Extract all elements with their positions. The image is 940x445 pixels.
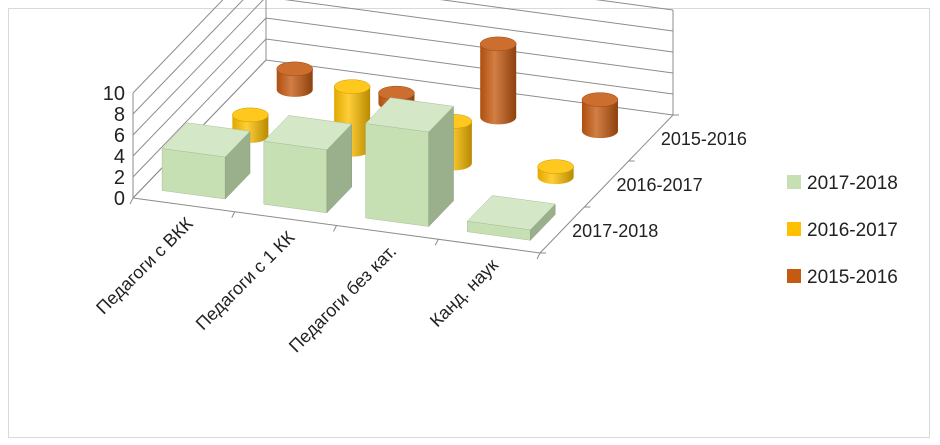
y-tick-label: 2 [114,167,125,189]
legend-swatch [787,175,801,189]
depth-label: 2016-2017 [617,175,703,195]
bar-top-0-0 [161,122,251,158]
bar-top-0-2 [365,97,455,133]
bar-body-2-2 [480,43,517,125]
floor-edge [539,114,674,254]
bar-front-0-0 [161,148,226,200]
bar-top-0-1 [263,115,353,151]
x-tick [231,211,236,218]
bar-top-1-1 [333,79,371,94]
x-tick [333,225,337,232]
category-label: Педагоги с 1 КК [192,227,299,334]
bar-top-2-0 [276,61,313,77]
legend-label: 2016-2017 [807,220,898,241]
depth-label: 2017-2018 [572,221,658,241]
bar-body-2-3 [581,99,618,139]
y-tick-label: 0 [114,188,125,210]
bars-layer [161,36,619,241]
y-tick-label: 8 [114,104,125,126]
gridline [132,0,674,136]
legend: 2017-2018 2016-2017 2015-2016 [787,173,898,288]
category-label: Педагоги с ВКК [92,213,197,318]
bar-top-1-0 [232,107,269,123]
bar-top-2-1 [378,85,415,101]
bar-front-0-1 [263,140,328,214]
y-tick-label: 6 [114,125,125,147]
bar-top-1-3 [537,159,574,174]
bar-top-0-3 [466,195,556,231]
depth-label: 2015-2016 [661,129,747,149]
legend-label: 2015-2016 [807,267,898,288]
bar-body-2-0 [276,68,313,97]
x-tick [434,239,439,246]
legend-label: 2017-2018 [807,173,898,194]
legend-swatch [787,222,801,236]
bar-top-2-3 [581,92,619,107]
gridline [132,0,674,115]
x-tick [536,252,541,260]
x-tick [129,197,134,205]
gridline [132,0,674,94]
y-tick-label: 10 [103,83,125,105]
category-label: Педагоги без кат. [285,241,400,356]
y-tick-label: 4 [114,146,125,168]
category-label: Канд. наук [426,255,502,331]
bar-top-2-2 [479,36,517,52]
bar-front-0-2 [365,123,429,227]
legend-swatch [787,269,801,283]
